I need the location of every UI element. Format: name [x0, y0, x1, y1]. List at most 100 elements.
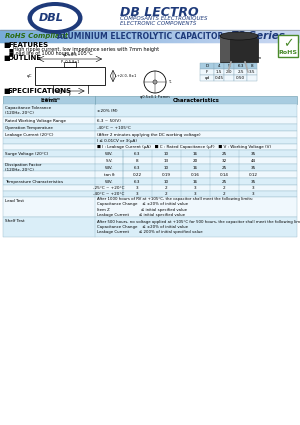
- Text: 0.12: 0.12: [249, 173, 258, 176]
- Text: 8: 8: [136, 159, 139, 162]
- Bar: [35, 67, 105, 85]
- Ellipse shape: [32, 6, 78, 30]
- Text: Capacitance Tolerance
(120Hz, 20°C): Capacitance Tolerance (120Hz, 20°C): [5, 106, 51, 115]
- Text: 35: 35: [251, 179, 256, 184]
- Text: 25: 25: [222, 151, 227, 156]
- Text: 32: 32: [222, 159, 227, 162]
- Text: 6.3: 6.3: [134, 179, 141, 184]
- Text: High ripple current, low impedance series with 7mm height: High ripple current, low impedance serie…: [13, 47, 159, 52]
- Bar: [3, 104, 297, 117]
- Bar: [214, 69, 224, 75]
- Text: I ≤ 0.01CV or 3(μA): I ≤ 0.01CV or 3(μA): [97, 139, 137, 143]
- Text: 25: 25: [222, 179, 227, 184]
- Text: 10: 10: [164, 179, 169, 184]
- Text: ±20% (M): ±20% (M): [97, 108, 118, 113]
- Text: W.V.: W.V.: [105, 165, 113, 170]
- Bar: [234, 75, 247, 81]
- Text: ✓: ✓: [283, 37, 293, 51]
- Bar: [247, 75, 257, 81]
- Bar: [214, 63, 224, 69]
- Text: 13: 13: [164, 159, 169, 162]
- Ellipse shape: [220, 32, 258, 40]
- Text: 3: 3: [252, 186, 255, 190]
- Text: -25°C ~ +20°C: -25°C ~ +20°C: [93, 186, 125, 190]
- Text: 3: 3: [136, 186, 139, 190]
- Bar: [3, 96, 297, 104]
- Text: RoHS Compliant: RoHS Compliant: [5, 33, 68, 39]
- Text: 10: 10: [164, 151, 169, 156]
- Text: φd - mm: φd - mm: [45, 97, 60, 101]
- Text: φ0.5±0.1 P±mm: φ0.5±0.1 P±mm: [140, 95, 170, 99]
- Text: DBL: DBL: [39, 13, 63, 23]
- Bar: [3, 157, 297, 164]
- Text: mm: mm: [254, 56, 262, 60]
- Text: Dissipation Factor
(120Hz, 20°C): Dissipation Factor (120Hz, 20°C): [5, 163, 41, 172]
- Text: ■: ■: [9, 47, 14, 52]
- Text: Rated Working Voltage Range: Rated Working Voltage Range: [5, 119, 66, 122]
- Bar: [3, 164, 297, 171]
- Text: DB LECTRO: DB LECTRO: [120, 6, 199, 19]
- Text: 16: 16: [193, 151, 198, 156]
- Text: tan δ: tan δ: [104, 173, 114, 176]
- Text: 2: 2: [165, 186, 168, 190]
- Text: D: D: [206, 64, 208, 68]
- Text: φd: φd: [204, 76, 210, 80]
- Text: L+2/-0, 8±1: L+2/-0, 8±1: [115, 74, 136, 78]
- Text: Lead Test: Lead Test: [5, 199, 24, 203]
- Text: -40°C ~ +20°C: -40°C ~ +20°C: [93, 192, 125, 196]
- Text: 3: 3: [252, 192, 255, 196]
- Text: 2: 2: [223, 186, 226, 190]
- Bar: [200, 69, 214, 75]
- Bar: [3, 197, 297, 217]
- Bar: [3, 124, 297, 131]
- Bar: [3, 144, 297, 150]
- Text: 3.5: 3.5: [249, 70, 255, 74]
- Text: S.V.: S.V.: [105, 159, 113, 162]
- Text: F: F: [206, 70, 208, 74]
- Text: 3: 3: [194, 192, 197, 196]
- Text: 5: 5: [228, 64, 230, 68]
- Text: ■: ■: [3, 55, 10, 61]
- Ellipse shape: [28, 2, 82, 34]
- Text: 6.3: 6.3: [134, 165, 141, 170]
- Bar: [200, 63, 214, 69]
- Bar: [220, 36, 230, 62]
- Text: 25: 25: [222, 165, 227, 170]
- Text: (After 2 minutes applying the DC working voltage): (After 2 minutes applying the DC working…: [97, 133, 201, 136]
- Text: ZS Series: ZS Series: [230, 31, 285, 41]
- Text: φD±0.5: φD±0.5: [62, 53, 77, 57]
- Text: 3: 3: [194, 186, 197, 190]
- Text: 0.14: 0.14: [220, 173, 229, 176]
- Text: -40°C ~ +105°C: -40°C ~ +105°C: [97, 125, 131, 130]
- Text: 2.5: 2.5: [237, 70, 244, 74]
- Text: F: F: [69, 93, 71, 97]
- Bar: [224, 75, 234, 81]
- Text: 2: 2: [165, 192, 168, 196]
- Text: T₂: T₂: [168, 80, 172, 84]
- Text: 0.19: 0.19: [162, 173, 171, 176]
- Text: 0.50: 0.50: [236, 76, 245, 80]
- Text: 2.0: 2.0: [226, 70, 232, 74]
- Text: After 500 hours, no voltage applied at +105°C for 500 hours, the capacitor shall: After 500 hours, no voltage applied at +…: [97, 220, 300, 234]
- Bar: [247, 63, 257, 69]
- Bar: [224, 69, 234, 75]
- Text: 35: 35: [251, 165, 256, 170]
- Bar: [64, 62, 76, 67]
- Text: 4: 4: [218, 64, 220, 68]
- Bar: [200, 75, 214, 81]
- Bar: [3, 131, 297, 138]
- Text: Temperature Characteristics: Temperature Characteristics: [5, 179, 63, 184]
- Bar: [224, 63, 234, 69]
- Text: 2: 2: [223, 192, 226, 196]
- Text: 20: 20: [193, 159, 198, 162]
- Text: RoHS: RoHS: [278, 49, 298, 54]
- Text: Operation Temperature: Operation Temperature: [5, 125, 53, 130]
- Text: ■: ■: [3, 42, 10, 48]
- Text: FEATURES: FEATURES: [8, 42, 48, 48]
- Text: P, 0.5 8±1: P, 0.5 8±1: [61, 60, 79, 64]
- Bar: [3, 117, 297, 124]
- Bar: [278, 35, 298, 57]
- Bar: [247, 69, 257, 75]
- Text: W.V.: W.V.: [105, 179, 113, 184]
- Text: COMPOSANTS ELECTRONIQUES: COMPOSANTS ELECTRONIQUES: [120, 15, 208, 20]
